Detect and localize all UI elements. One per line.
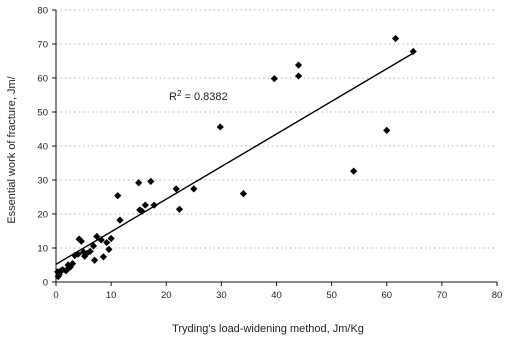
data-point-39 xyxy=(270,75,278,83)
y-tick-label-60: 60 xyxy=(37,74,48,85)
data-point-35 xyxy=(175,205,184,213)
y-tick-label-80: 80 xyxy=(37,6,48,17)
data-point-42 xyxy=(350,167,358,175)
x-tick-label-10: 10 xyxy=(106,290,117,301)
data-point-10 xyxy=(71,251,79,260)
y-tick-label-10: 10 xyxy=(37,244,48,255)
x-tick-label-20: 20 xyxy=(161,290,172,301)
y-tick-label-30: 30 xyxy=(37,176,48,187)
data-point-2 xyxy=(55,270,63,279)
data-points xyxy=(54,34,417,281)
r-label: R xyxy=(169,91,177,103)
data-point-36 xyxy=(190,185,198,193)
trendline xyxy=(55,51,415,265)
r-value: = 0.8382 xyxy=(181,91,227,103)
data-point-28 xyxy=(135,179,143,187)
y-tick-label-40: 40 xyxy=(37,142,48,153)
data-point-41 xyxy=(294,61,303,69)
data-point-19 xyxy=(90,256,99,264)
r-superscript: 2 xyxy=(177,89,182,98)
data-point-27 xyxy=(116,216,124,224)
y-tick-label-20: 20 xyxy=(37,210,48,221)
data-point-34 xyxy=(172,185,180,193)
data-point-25 xyxy=(107,234,115,243)
data-point-8 xyxy=(66,263,74,271)
data-point-11 xyxy=(74,250,82,258)
data-point-37 xyxy=(216,123,224,131)
data-point-9 xyxy=(68,260,77,268)
trendline-layer xyxy=(55,51,415,265)
data-point-45 xyxy=(409,47,417,56)
data-point-13 xyxy=(77,237,85,245)
y-tick-label-70: 70 xyxy=(37,40,48,51)
grid-layer xyxy=(56,9,497,249)
data-point-23 xyxy=(103,238,111,247)
data-point-33 xyxy=(150,201,158,209)
x-tick-label-60: 60 xyxy=(381,290,392,301)
data-point-30 xyxy=(138,207,146,215)
data-point-21 xyxy=(97,236,105,244)
x-tick-label-70: 70 xyxy=(437,290,448,301)
tick-layer: 0 10 20 30 40 50 60 70 80 0 10 20 30 40 50 60 70 80 xyxy=(37,6,502,302)
data-point-22 xyxy=(99,253,108,261)
data-point-31 xyxy=(141,201,149,209)
y-axis-title: Essential work of fracture, Jm/ xyxy=(6,75,18,223)
x-tick-label-30: 30 xyxy=(216,290,227,301)
data-point-38 xyxy=(239,190,248,198)
x-tick-label-80: 80 xyxy=(492,290,503,301)
x-tick-label-0: 0 xyxy=(53,290,58,301)
r-squared-annotation: R2 = 0.8382 xyxy=(169,89,228,103)
x-tick-label-50: 50 xyxy=(326,290,337,301)
data-point-43 xyxy=(383,126,391,134)
data-point-17 xyxy=(86,247,94,255)
y-tick-label-0: 0 xyxy=(43,278,48,289)
data-point-20 xyxy=(93,232,101,241)
data-point-40 xyxy=(294,72,303,80)
data-point-18 xyxy=(89,242,98,250)
y-tick-label-50: 50 xyxy=(37,108,48,119)
data-point-44 xyxy=(391,34,400,43)
x-tick-label-40: 40 xyxy=(271,290,282,301)
data-point-26 xyxy=(114,192,122,200)
data-point-24 xyxy=(105,245,113,253)
data-point-6 xyxy=(63,266,71,274)
x-axis-title: Tryding's load-widening method, Jm/Kg xyxy=(172,323,364,335)
data-point-32 xyxy=(147,177,155,185)
